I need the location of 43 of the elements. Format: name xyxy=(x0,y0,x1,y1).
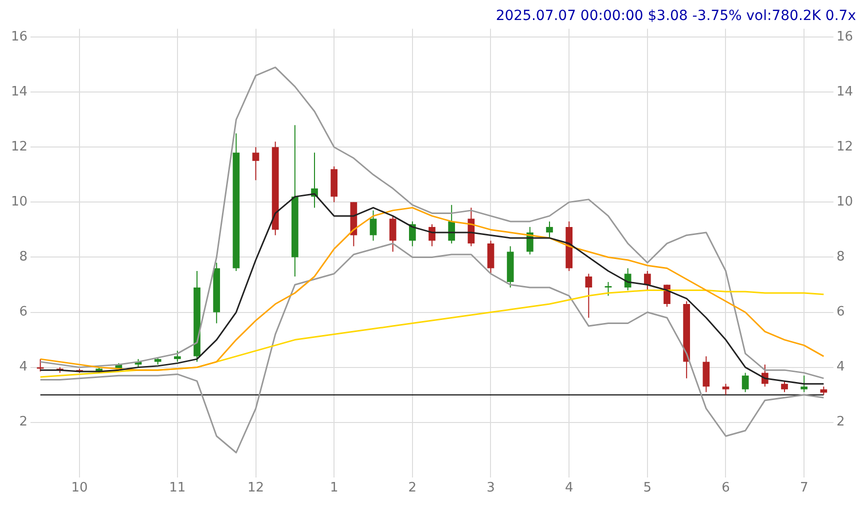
candlestick xyxy=(389,215,396,252)
candlestick xyxy=(624,268,632,291)
candlestick xyxy=(781,380,788,393)
candlestick xyxy=(546,220,553,238)
y2-tick-label: 4 xyxy=(836,360,845,375)
candlestick xyxy=(800,375,808,393)
candlestick xyxy=(585,273,592,318)
candlestick xyxy=(742,372,749,393)
x-tick-label: 3 xyxy=(486,480,495,496)
y-tick-label: 8 xyxy=(19,250,28,265)
y-tick-label: 10 xyxy=(10,194,28,210)
y2-tick-label: 14 xyxy=(836,84,854,100)
x-tick-label: 11 xyxy=(169,480,186,496)
candlestick xyxy=(664,284,670,308)
chart-title: 2025.07.07 00:00:00 $3.08 -3.75% vol:780.2K 0.7x xyxy=(496,8,856,24)
y-tick-label: 16 xyxy=(10,29,28,44)
x-tick-label: 2 xyxy=(408,480,417,496)
candlestick xyxy=(408,220,416,247)
x-tick-label: 1 xyxy=(330,480,338,496)
candlestick xyxy=(252,146,260,181)
y-tick-label: 2 xyxy=(19,414,28,430)
candlestick xyxy=(604,282,612,296)
y-tick-label: 4 xyxy=(19,360,28,375)
x-tick-label: 4 xyxy=(564,480,574,496)
y2-tick-label: 10 xyxy=(836,194,854,210)
x-tick-label: 7 xyxy=(800,480,808,496)
y2-tick-label: 16 xyxy=(836,29,854,44)
y2-tick-label: 8 xyxy=(836,250,845,265)
x-tick-label: 5 xyxy=(643,480,652,496)
candlestick xyxy=(448,204,456,244)
candlestick xyxy=(644,270,651,291)
y2-tick-label: 6 xyxy=(836,304,845,320)
x-tick-label: 12 xyxy=(247,480,264,496)
candlestick xyxy=(370,210,377,242)
x-tick-label: 6 xyxy=(722,480,730,496)
y-tick-label: 12 xyxy=(10,140,28,155)
candlestick xyxy=(722,383,730,396)
candlestick xyxy=(174,350,181,362)
y-tick-label: 14 xyxy=(10,84,28,100)
x-tick-label: 10 xyxy=(71,480,88,496)
y-tick-label: 6 xyxy=(19,304,28,320)
y2-tick-label: 2 xyxy=(836,414,845,430)
y2-tick-label: 12 xyxy=(836,140,854,155)
